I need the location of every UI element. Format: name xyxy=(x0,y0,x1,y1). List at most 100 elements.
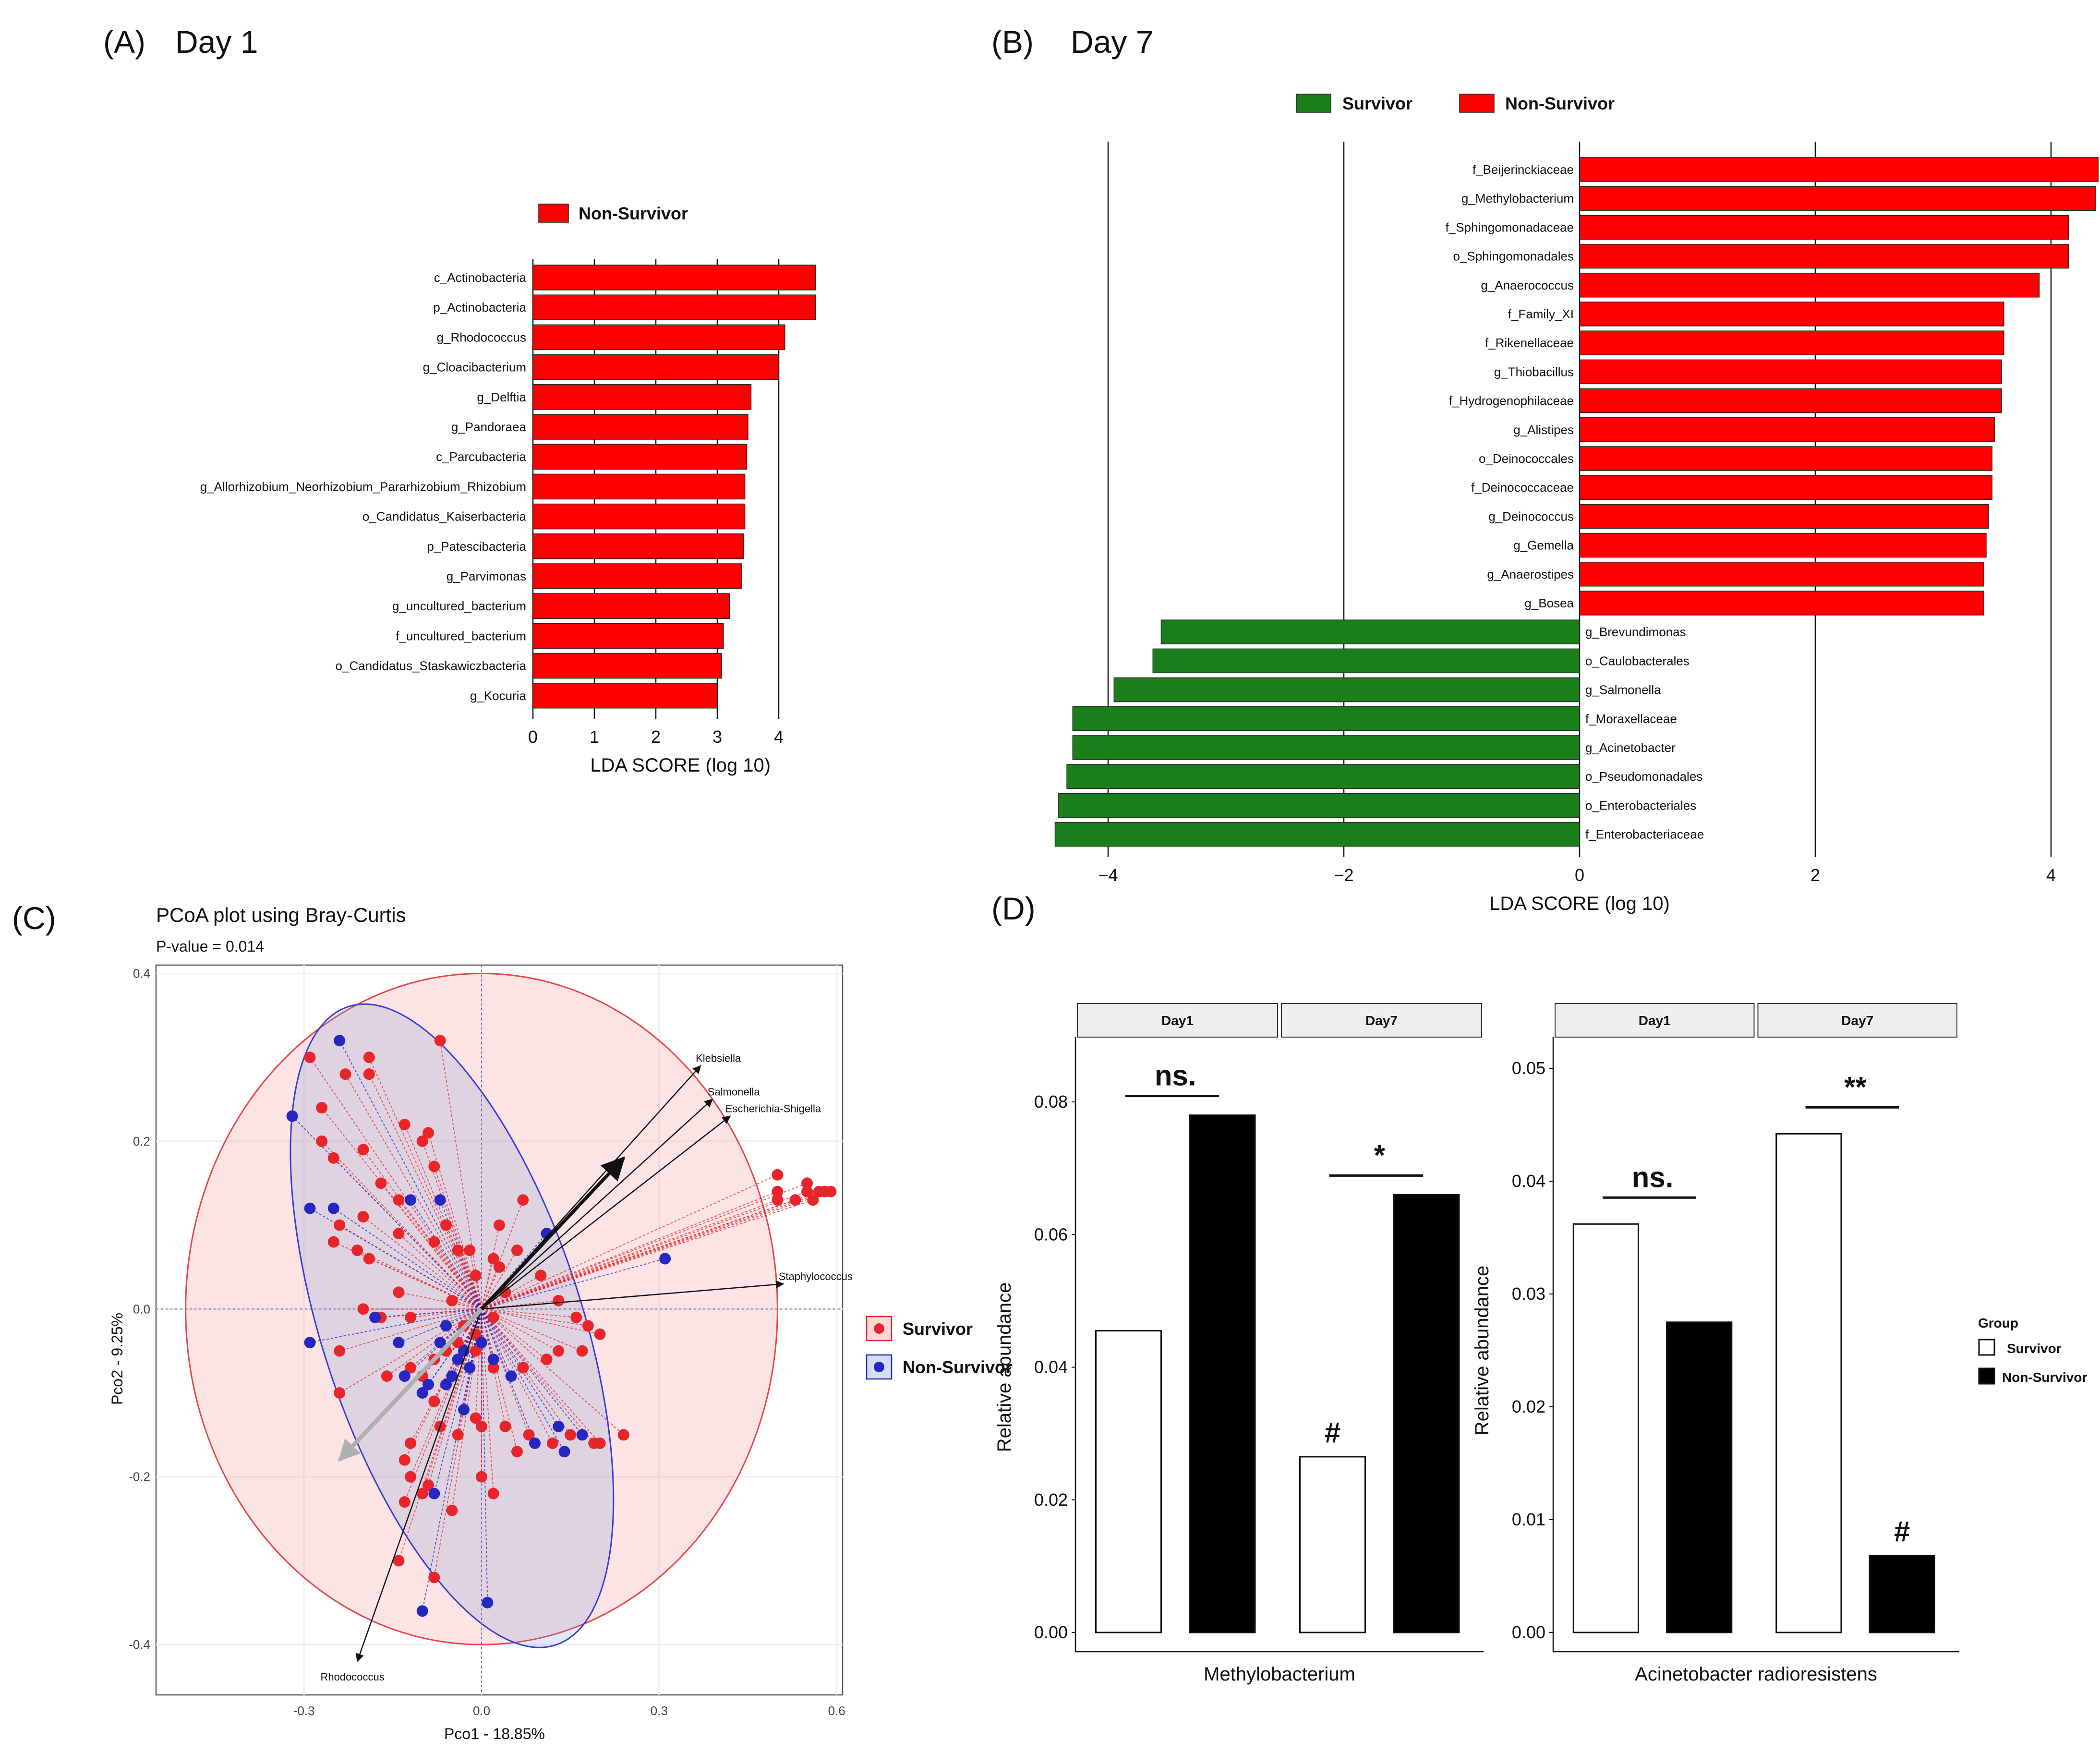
x-tick-label: 0.3 xyxy=(651,1704,668,1718)
bar-survivor-day7 xyxy=(1299,1456,1366,1633)
significance-label: ns. xyxy=(1632,1161,1674,1193)
point-non-survivor xyxy=(487,1354,499,1366)
bar-f_Family_XI xyxy=(1579,302,2004,326)
bar-c_Actinobacteria xyxy=(532,265,816,290)
category-label: c_Parcubacteria xyxy=(436,449,526,464)
bar-g_Allorhizobium_Neorhizobium_Pararhizobium_Rhizobium xyxy=(532,473,746,500)
spider-line xyxy=(481,1308,583,1436)
bar-non-survivor-day1 xyxy=(1666,1321,1733,1633)
legend-label-non-survivor: Non-Survivor xyxy=(579,204,688,223)
bar-p_Actinobacteria xyxy=(532,294,816,320)
spider-line xyxy=(368,1074,482,1309)
spider-line xyxy=(375,1308,482,1318)
point-non-survivor xyxy=(452,1354,464,1366)
y-tick-label: 0.01 xyxy=(1512,1510,1545,1529)
x-axis-title: LDA SCORE (log 10) xyxy=(1489,893,1670,914)
spider-line xyxy=(481,1308,600,1335)
spider-line xyxy=(481,1174,778,1310)
facet-strip-label: Day1 xyxy=(1639,1013,1671,1028)
x-axis-title: Methylobacterium xyxy=(1204,1664,1355,1685)
spider-line xyxy=(362,1216,482,1310)
spider-line xyxy=(446,1308,482,1327)
biplot-arrow xyxy=(356,1308,483,1662)
y-tick-label: 0.04 xyxy=(1034,1357,1068,1377)
bar-g_Acinetobacter xyxy=(1072,735,1580,760)
point-non-survivor xyxy=(393,1337,405,1349)
point-non-survivor xyxy=(416,1605,428,1617)
point-survivor xyxy=(304,1052,316,1064)
bar-f_Enterobacteriaceae xyxy=(1054,822,1580,847)
spider-line xyxy=(481,1199,524,1309)
x-tick-label: -0.3 xyxy=(293,1704,315,1718)
point-survivor xyxy=(351,1245,363,1257)
point-survivor xyxy=(393,1286,405,1298)
category-label: f_Moraxellaceae xyxy=(1585,712,1677,726)
x-tick-label: 0.0 xyxy=(473,1704,490,1718)
x-tick-label: 4 xyxy=(2046,865,2056,885)
facet-strip-day7 xyxy=(1757,1003,1957,1038)
point-non-survivor xyxy=(558,1446,570,1458)
point-non-survivor xyxy=(440,1320,452,1332)
spider-line xyxy=(481,1308,595,1444)
spider-line xyxy=(481,1308,565,1452)
bar-non-survivor-day1 xyxy=(1189,1114,1256,1633)
bar-g_Salmonella xyxy=(1113,677,1580,702)
point-survivor xyxy=(553,1294,565,1306)
bar-g_Deinococcus xyxy=(1579,504,1989,529)
point-survivor xyxy=(357,1211,369,1223)
panel-d-letter: (D) xyxy=(991,891,1036,926)
point-survivor xyxy=(470,1412,482,1424)
point-survivor xyxy=(327,1236,339,1248)
point-survivor xyxy=(541,1354,553,1366)
bar-g_Alistipes xyxy=(1579,417,1995,442)
category-label: g_Delftia xyxy=(477,390,526,404)
point-survivor xyxy=(594,1437,606,1449)
point-survivor xyxy=(801,1185,813,1197)
bar-survivor-day1 xyxy=(1572,1223,1639,1633)
point-survivor xyxy=(535,1269,547,1282)
point-survivor xyxy=(487,1362,499,1374)
x-axis-title: Acinetobacter radioresistens xyxy=(1635,1664,1877,1685)
point-survivor xyxy=(517,1362,529,1374)
bar-g_Rhodococcus xyxy=(532,324,785,351)
bar-non-survivor-day7 xyxy=(1393,1194,1460,1633)
bar-g_Delftia xyxy=(532,384,752,410)
point-survivor xyxy=(327,1152,339,1164)
x-axis-title: LDA SCORE (log 10) xyxy=(590,755,771,776)
y-axis-title: Pco2 - 9.25% xyxy=(109,1313,126,1405)
biplot-arrow xyxy=(481,1099,713,1310)
category-label: f_Family_XI xyxy=(1508,307,1574,321)
x-tick-label: 4 xyxy=(774,727,784,747)
point-survivor xyxy=(546,1437,558,1449)
biplot-arrow xyxy=(481,1280,784,1310)
legend-swatch-survivor xyxy=(1296,94,1331,113)
significance-label: ** xyxy=(1844,1071,1867,1103)
point-non-survivor xyxy=(334,1035,346,1047)
point-survivor xyxy=(422,1479,434,1491)
bar-survivor-day1 xyxy=(1095,1330,1162,1633)
legend-key-non-survivor xyxy=(1978,1367,1995,1385)
category-label: c_Actinobacteria xyxy=(434,270,527,285)
spider-line xyxy=(398,1233,482,1310)
y-axis-title: Relative abundance xyxy=(1472,1266,1493,1436)
spider-line xyxy=(434,1166,482,1309)
x-tick-label: 0.6 xyxy=(828,1704,845,1718)
point-survivor xyxy=(476,1471,488,1483)
point-survivor xyxy=(470,1345,482,1357)
category-label: f_Deinococcaceae xyxy=(1471,480,1574,495)
category-label: g_Rhodococcus xyxy=(437,330,526,344)
bar-g_Parvimonas xyxy=(532,563,742,589)
hash-annotation: # xyxy=(1325,1416,1340,1449)
point-survivor xyxy=(470,1328,482,1340)
y-tick-label: 0.02 xyxy=(1512,1397,1545,1416)
spider-line xyxy=(481,1308,589,1327)
legend-title: Group xyxy=(1978,1316,2018,1330)
x-tick-label: −2 xyxy=(1334,865,1353,885)
bar-o_Candidatus_Kaiserbacteria xyxy=(532,503,746,530)
category-label: o_Sphingomonadales xyxy=(1453,249,1574,264)
category-label: f_Rikenellaceae xyxy=(1485,336,1574,350)
x-tick-label: 1 xyxy=(590,727,599,747)
bar-g_Brevundimonas xyxy=(1160,619,1580,644)
spider-line xyxy=(481,1308,553,1444)
category-label: g_Bosea xyxy=(1524,596,1574,610)
